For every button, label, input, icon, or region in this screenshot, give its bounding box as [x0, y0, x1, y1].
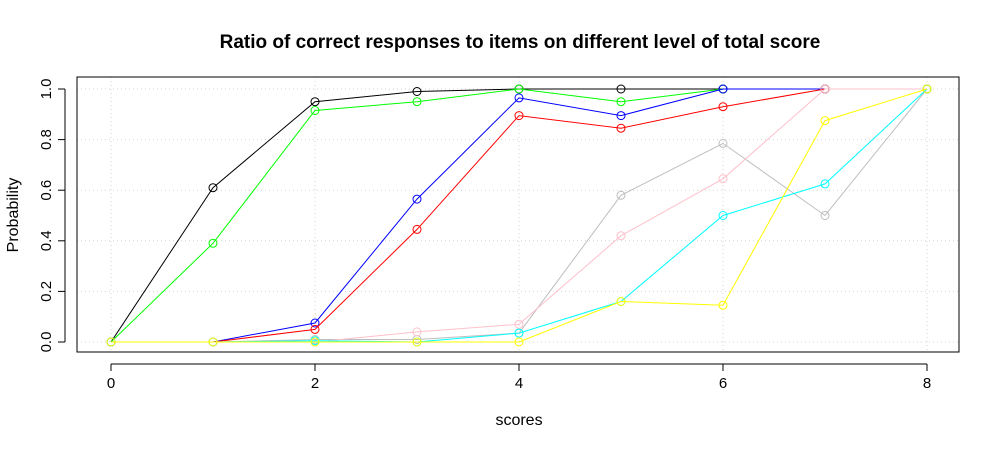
data-point: [820, 179, 830, 189]
data-point: [514, 319, 524, 329]
y-tick-label: 0.8: [38, 129, 55, 150]
axes: 0 2 4 6 8 0.0 0.2 0.4 0.6 0.8 1.0: [38, 79, 931, 392]
data-point: [616, 231, 626, 241]
series-1: [106, 84, 932, 347]
y-tick-label: 0.6: [38, 180, 55, 201]
data-point: [616, 97, 626, 107]
series-line: [111, 88, 927, 343]
series-2: [106, 84, 932, 347]
data-point: [718, 102, 728, 112]
x-tick-label: 8: [923, 375, 931, 392]
data-point: [310, 106, 320, 115]
data-point: [616, 111, 626, 121]
data-point: [718, 174, 728, 184]
series-line: [110, 88, 927, 343]
data-point: [718, 138, 728, 148]
data-point: [616, 84, 626, 94]
series-line: [111, 88, 927, 343]
chart-title: Ratio of correct responses to items on d…: [220, 32, 821, 53]
series-5: [106, 84, 932, 347]
data-point: [412, 337, 422, 347]
data-point: [820, 211, 830, 220]
series-group: [106, 84, 932, 347]
data-point: [616, 190, 626, 200]
series-line: [111, 88, 928, 343]
x-tick-label: 2: [311, 375, 319, 392]
data-point: [514, 328, 524, 338]
series-6: [106, 84, 932, 347]
data-point: [208, 238, 218, 248]
x-tick-label: 6: [719, 375, 727, 392]
data-point: [310, 97, 320, 107]
data-point: [412, 87, 422, 96]
y-tick-label: 0.0: [38, 332, 55, 353]
grid: [77, 77, 959, 352]
data-point: [514, 84, 524, 94]
data-point: [412, 194, 422, 204]
data-point: [208, 337, 218, 347]
data-point: [820, 116, 830, 126]
data-point: [718, 300, 728, 310]
data-point: [820, 84, 830, 94]
series-3: [106, 84, 932, 347]
data-point: [718, 84, 728, 94]
data-point: [412, 97, 422, 107]
series-4: [106, 84, 932, 347]
x-tick-label: 4: [515, 375, 523, 392]
data-point: [310, 318, 320, 328]
data-point: [412, 327, 422, 337]
series-line: [111, 88, 927, 343]
data-point: [106, 337, 116, 347]
y-tick-label: 1.0: [38, 79, 55, 100]
plot-frame: [76, 76, 960, 353]
y-tick-label: 0.4: [38, 230, 55, 251]
data-point: [718, 211, 728, 220]
x-tick-label: 0: [107, 375, 115, 392]
x-axis-label: scores: [495, 412, 542, 429]
data-point: [922, 84, 932, 94]
series-line: [111, 88, 928, 343]
data-point: [310, 337, 320, 347]
data-point: [514, 111, 524, 121]
data-point: [514, 337, 524, 347]
data-point: [208, 183, 218, 193]
series-8: [106, 84, 932, 347]
series-line: [111, 88, 928, 343]
data-point: [412, 224, 422, 234]
series-7: [106, 84, 932, 347]
data-point: [514, 93, 524, 103]
y-axis-label: Probability: [5, 178, 22, 253]
data-point: [310, 324, 320, 334]
y-tick-label: 0.2: [38, 281, 55, 302]
series-line: [110, 88, 927, 343]
data-point: [616, 123, 626, 133]
data-point: [616, 297, 626, 306]
